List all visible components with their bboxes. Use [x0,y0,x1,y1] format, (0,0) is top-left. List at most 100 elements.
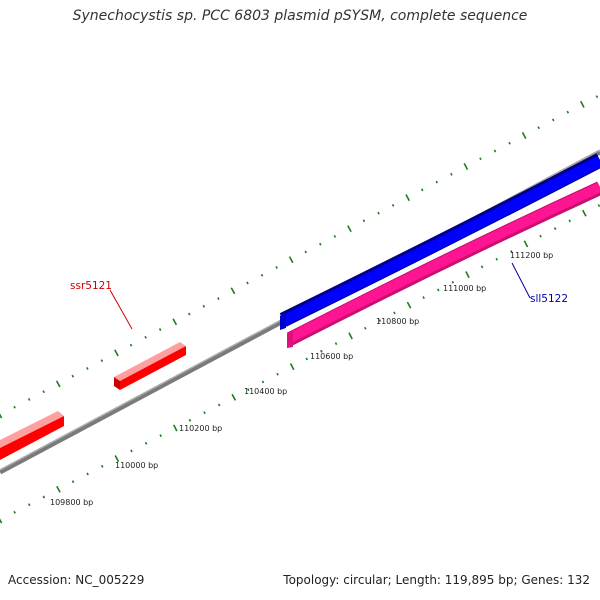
accession-text: Accession: NC_005229 [8,573,145,587]
inner-tick-minor [334,342,338,346]
scale-label-111200: 111200 bp [510,251,553,260]
gene-label-sll5122[interactable]: sll5122 [530,293,568,305]
outer-tick-minor [420,188,424,192]
inner-tick-minor [247,388,250,392]
outer-tick-minor [319,242,322,246]
inner-tick-minor [276,372,279,376]
inner-tick-minor [320,349,323,353]
inner-tick-major [114,455,120,463]
outer-tick-minor [129,343,133,347]
outer-tick-minor [187,312,191,316]
inner-tick-major [348,332,353,340]
outer-scale-ticks [0,95,599,419]
gene-blue-segment[interactable] [279,153,600,330]
outer-tick-minor [479,157,482,161]
inner-tick-minor [144,441,148,445]
outer-tick-minor [551,118,555,122]
map-title: Synechocystis sp. PCC 6803 plasmid pSYSM… [72,8,528,24]
inner-tick-major [0,518,3,524]
outer-tick-major [114,349,119,357]
outer-tick-minor [595,95,599,99]
inner-tick-minor [13,510,16,514]
outer-tick-minor [304,250,308,254]
outer-tick-major [405,194,411,202]
outer-tick-minor [27,398,31,401]
gene-ssr5121[interactable] [114,342,186,390]
sll5122-leader-line [511,262,531,299]
outer-tick-major [347,225,352,233]
inner-tick-major [406,301,412,309]
inner-tick-minor [261,380,265,384]
inner-tick-minor [86,472,89,476]
scale-label-110200: 110200 bp [179,424,222,433]
outer-tick-minor [435,180,439,184]
inner-tick-minor [130,449,133,453]
outer-tick-major [55,380,61,388]
outer-tick-minor [333,235,337,238]
outer-tick-minor [260,273,264,277]
outer-tick-minor [493,149,497,153]
scale-label-110600: 110600 bp [310,352,353,361]
inner-tick-minor [203,411,206,415]
inner-tick-minor [188,418,192,422]
inner-tick-major [523,240,529,248]
topology-summary-text: Topology: circular; Length: 119,895 bp; … [283,573,590,587]
inner-tick-minor [71,480,75,484]
outer-tick-major [172,318,178,326]
inner-tick-minor [568,219,572,223]
inner-tick-minor [27,503,31,507]
outer-tick-major [579,100,585,108]
inner-tick-minor [378,319,382,322]
outer-tick-minor [377,211,380,215]
outer-tick-minor [275,266,278,269]
outer-tick-minor [391,203,395,207]
outer-tick-minor [100,359,104,363]
gene-sll5122[interactable] [286,181,600,348]
inner-tick-minor [42,495,46,499]
inner-scale-ticks [0,204,600,524]
outer-tick-minor [202,304,206,308]
outer-tick-major [288,256,294,264]
outer-tick-minor [537,126,540,130]
outer-tick-minor [13,405,16,409]
outer-tick-minor [450,172,453,176]
inner-tick-minor [217,403,221,407]
scale-label-110400: 110400 bp [244,387,287,396]
outer-tick-minor [217,297,220,300]
outer-tick-major [0,413,3,419]
scale-label-111000: 111000 bp [443,284,486,293]
inner-tick-minor [510,250,513,253]
inner-tick-minor [451,280,455,284]
outer-tick-major [463,163,469,170]
outer-tick-minor [566,110,570,114]
scale-label-110800: 110800 bp [376,317,419,326]
inner-tick-minor [393,311,396,315]
outer-tick-minor [71,374,75,378]
inner-tick-minor [159,434,162,438]
outer-tick-minor [144,335,147,339]
inner-tick-minor [480,265,484,269]
scale-label-109800: 109800 bp [50,498,93,507]
outer-tick-major [230,287,236,295]
gene-segment-red-left[interactable] [0,411,64,460]
outer-tick-minor [158,328,162,331]
gene-label-ssr5121[interactable]: ssr5121 [70,280,112,292]
inner-tick-minor [100,464,104,468]
inner-tick-major [56,485,61,493]
inner-tick-major [231,393,237,401]
outer-tick-minor [42,390,45,394]
inner-tick-minor [495,257,499,261]
inner-tick-minor [305,357,309,361]
scale-label-110000: 110000 bp [115,461,158,470]
inner-tick-minor [363,326,367,330]
ssr5121-leader-line [109,289,133,330]
inner-tick-major [465,271,470,279]
inner-tick-major [172,424,178,432]
inner-tick-minor [436,288,440,292]
outer-tick-minor [362,219,366,223]
inner-tick-minor [553,227,557,230]
inner-tick-major [289,363,295,371]
inner-tick-minor [597,204,600,207]
